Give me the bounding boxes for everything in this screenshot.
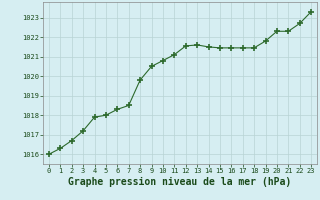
X-axis label: Graphe pression niveau de la mer (hPa): Graphe pression niveau de la mer (hPa) <box>68 177 292 187</box>
